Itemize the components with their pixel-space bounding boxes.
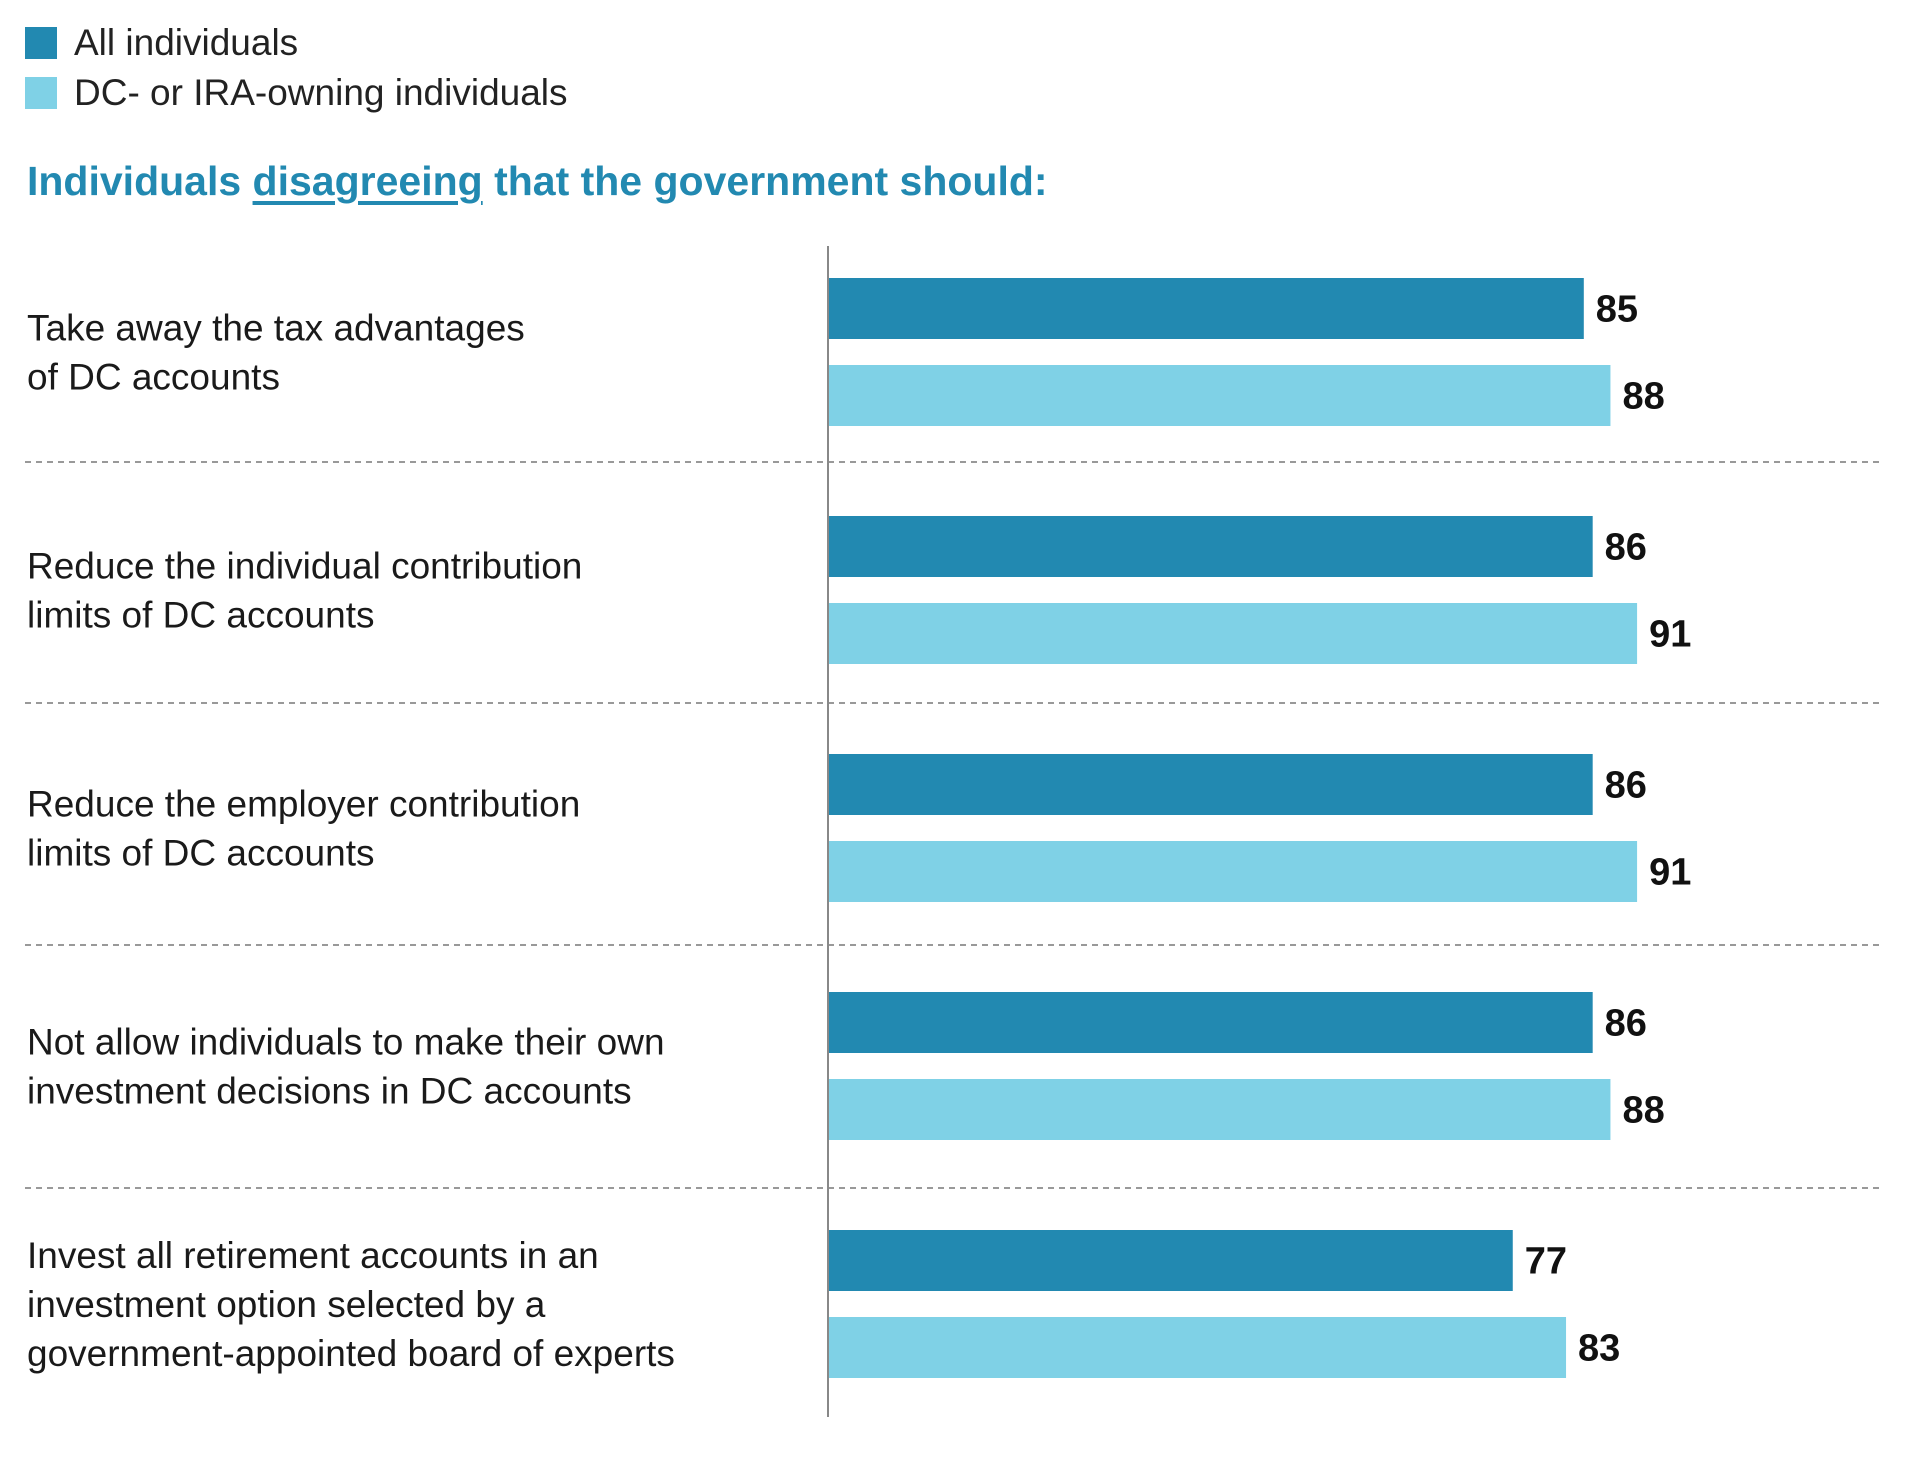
data-label: 77: [1525, 1241, 1567, 1283]
bar: [829, 516, 1593, 577]
bar: [829, 992, 1593, 1053]
legend-label: DC- or IRA-owning individuals: [74, 72, 568, 113]
category-label: Reduce the individual contribution: [27, 546, 582, 587]
data-label: 85: [1596, 289, 1638, 331]
bar: [829, 603, 1638, 664]
category-label: Invest all retirement accounts in an: [27, 1235, 599, 1276]
bar: [829, 1079, 1611, 1140]
data-label: 83: [1578, 1328, 1620, 1370]
category-label: limits of DC accounts: [27, 595, 375, 636]
data-label: 86: [1605, 765, 1647, 807]
category-label: Take away the tax advantages: [27, 308, 525, 349]
bar: [829, 841, 1638, 902]
legend-label: All individuals: [74, 22, 299, 63]
legend-swatch-light: [25, 77, 57, 109]
data-label: 86: [1605, 1003, 1647, 1045]
legend-item-dc-ira-owning: DC- or IRA-owning individuals: [25, 72, 568, 114]
category-label: investment decisions in DC accounts: [27, 1071, 632, 1112]
bar: [829, 365, 1611, 426]
category-label: Not allow individuals to make their own: [27, 1022, 665, 1063]
title-text: Individuals: [27, 158, 253, 204]
title-text: that the government should:: [482, 158, 1048, 204]
bar: [829, 278, 1584, 339]
chart-title: Individuals disagreeing that the governm…: [27, 158, 1048, 205]
data-label: 91: [1649, 852, 1691, 894]
category-label: Reduce the employer contribution: [27, 784, 580, 825]
category-label: investment option selected by a: [27, 1284, 546, 1325]
bar: [829, 754, 1593, 815]
category-label: government-appointed board of experts: [27, 1333, 675, 1374]
data-label: 86: [1605, 527, 1647, 569]
data-label: 88: [1622, 376, 1664, 418]
legend-swatch-dark: [25, 27, 57, 59]
category-label: limits of DC accounts: [27, 833, 375, 874]
legend-item-all-individuals: All individuals: [25, 22, 298, 64]
category-label: of DC accounts: [27, 357, 280, 398]
bar: [829, 1230, 1513, 1291]
data-label: 91: [1649, 614, 1691, 656]
title-underlined-word: disagreeing: [252, 158, 483, 204]
bar: [829, 1317, 1567, 1378]
data-label: 88: [1622, 1090, 1664, 1132]
